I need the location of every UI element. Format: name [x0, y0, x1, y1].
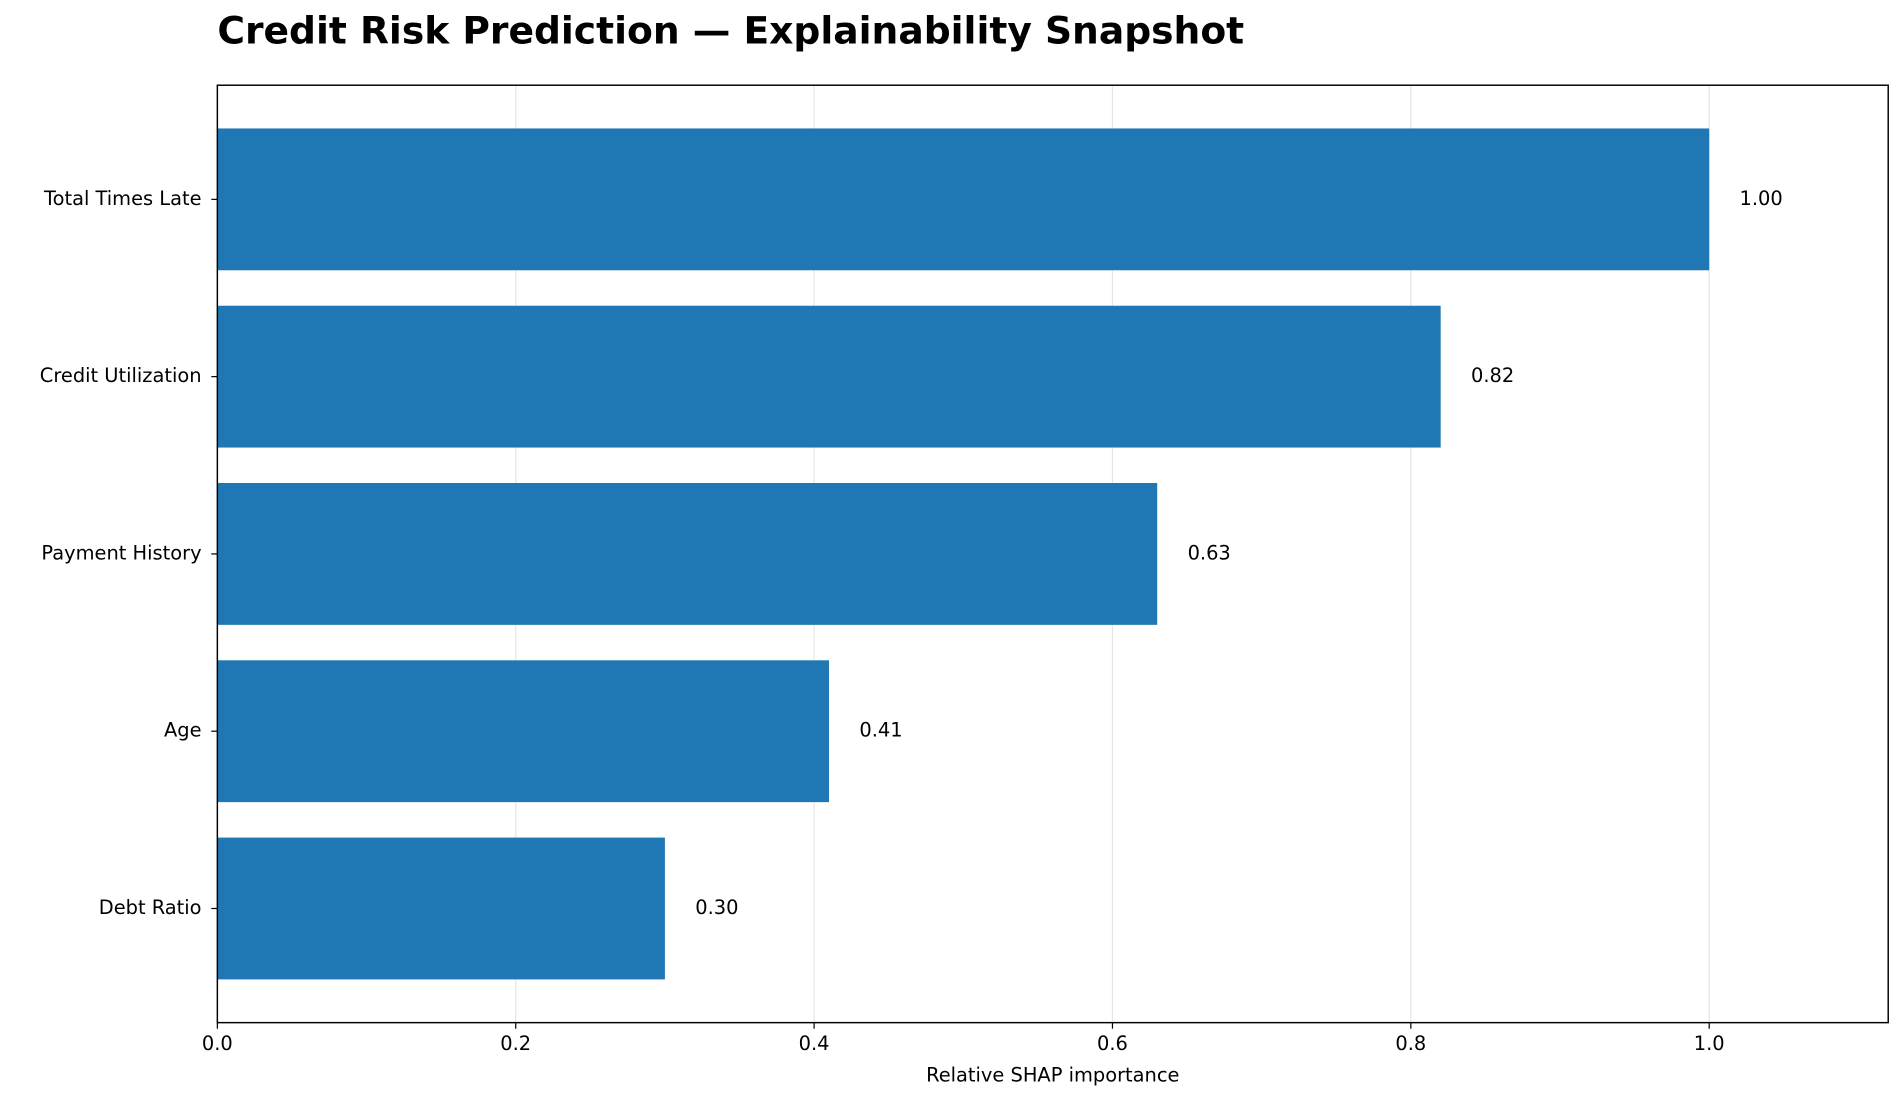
value-label: 0.82 — [1471, 364, 1514, 387]
x-tick-label: 0.0 — [202, 1032, 233, 1055]
y-tick-label: Age — [164, 719, 202, 742]
value-label: 0.41 — [859, 719, 902, 742]
bar — [217, 660, 830, 803]
y-tick-label: Credit Utilization — [40, 364, 202, 387]
plot-frame — [216, 84, 1889, 1024]
y-tick-label: Debt Ratio — [99, 896, 202, 919]
bar — [217, 837, 665, 980]
bar — [217, 483, 1158, 625]
y-tick-label: Total Times Late — [43, 187, 202, 210]
bar — [217, 128, 1710, 271]
bar — [217, 305, 1441, 448]
value-label: 1.00 — [1740, 187, 1783, 210]
x-axis-label: Relative SHAP importance — [926, 1064, 1179, 1087]
x-tick-label: 1.0 — [1694, 1032, 1725, 1055]
chart-title: Credit Risk Prediction — Explainability … — [217, 8, 1244, 52]
value-label: 0.63 — [1188, 541, 1231, 564]
x-tick-label: 0.6 — [1097, 1032, 1128, 1055]
x-tick-label: 0.2 — [500, 1032, 531, 1055]
value-label: 0.30 — [695, 896, 738, 919]
x-tick-label: 0.4 — [799, 1032, 830, 1055]
x-tick-label: 0.8 — [1395, 1032, 1426, 1055]
y-tick-label: Payment History — [41, 541, 201, 564]
